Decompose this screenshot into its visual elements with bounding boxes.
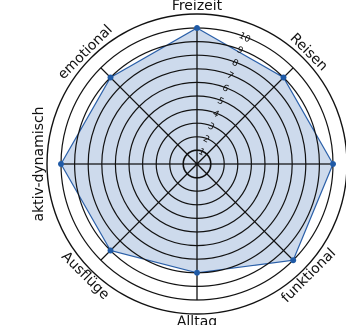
data-point-6 — [107, 247, 114, 254]
tick-label-1: 1 — [196, 147, 206, 159]
tick-label-3: 3 — [206, 121, 216, 133]
tick-label-9: 9 — [235, 45, 245, 57]
axis-spokes — [61, 28, 333, 300]
axis-spoke-8 — [100, 67, 198, 165]
tick-label-4: 4 — [211, 109, 221, 121]
axis-label-1: Freizeit — [172, 0, 223, 14]
tick-label-2: 2 — [201, 134, 211, 146]
data-points — [58, 25, 336, 276]
tick-label-10: 10 — [237, 31, 252, 45]
tick-label-8: 8 — [230, 58, 240, 70]
data-point-7 — [58, 161, 64, 167]
data-point-8 — [107, 74, 114, 81]
axis-label-5: Alltag — [177, 314, 217, 325]
axis-spoke-2 — [196, 67, 294, 165]
outer-frame-circle — [46, 13, 346, 315]
axis-spoke-4 — [196, 163, 294, 261]
tick-label-5: 5 — [216, 96, 226, 108]
data-point-2 — [280, 74, 287, 81]
data-point-4 — [290, 257, 297, 264]
data-point-3 — [330, 161, 336, 167]
data-point-1 — [194, 25, 200, 31]
tick-label-6: 6 — [220, 83, 230, 95]
axis-spoke-6 — [100, 163, 198, 261]
data-point-5 — [194, 269, 200, 276]
tick-label-7: 7 — [225, 71, 235, 83]
axis-label-7: aktiv-dynamisch — [31, 106, 47, 221]
